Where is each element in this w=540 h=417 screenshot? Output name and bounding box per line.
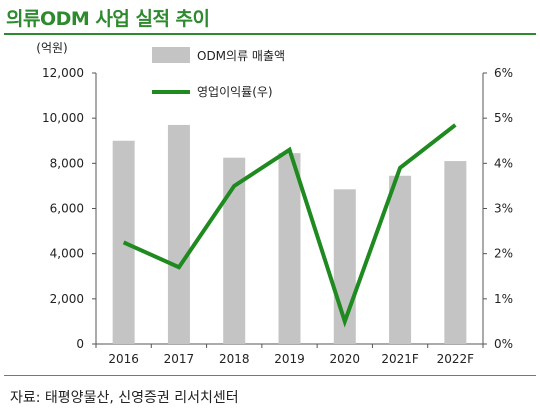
- legend-label-line: 영업이익률(우): [197, 85, 273, 99]
- x-tick-label: 2021F: [381, 352, 419, 366]
- source-note: 자료: 태평양물산, 신영증권 리서치센터: [10, 390, 239, 406]
- title-underline: [4, 33, 536, 35]
- chart-title: 의류ODM 사업 실적 추이: [6, 8, 210, 30]
- x-tick-label: 2022F: [437, 352, 475, 366]
- bar: [223, 157, 246, 344]
- x-tick-label: 2018: [219, 352, 250, 366]
- legend-label-bar: ODM의류 매출액: [197, 49, 285, 63]
- legend-swatch-bar: [152, 47, 190, 63]
- x-tick-label: 2016: [108, 352, 139, 366]
- x-tick-label: 2019: [274, 352, 305, 366]
- chart-svg: 0 2,000 4,000 6,000 8,000 10,000 12,000 0% 1% 2% 3…: [36, 41, 513, 366]
- series-line-operating-margin: [122, 123, 457, 328]
- left-tick-label: 6,000: [50, 202, 84, 216]
- left-tick-label: 10,000: [42, 111, 84, 125]
- source-divider: [4, 375, 536, 376]
- left-tick-label: 0: [76, 337, 84, 351]
- left-tick-label: 12,000: [42, 66, 84, 80]
- left-axis-unit: (억원): [36, 41, 67, 55]
- left-tick-label: 2,000: [50, 292, 84, 306]
- x-tick-label: 2017: [164, 352, 195, 366]
- right-tick-label: 0%: [494, 337, 513, 351]
- bar: [444, 161, 467, 344]
- left-tick-label: 4,000: [50, 247, 84, 261]
- x-tick-label: 2020: [330, 352, 361, 366]
- bar: [167, 124, 190, 344]
- right-tick-label: 1%: [494, 292, 513, 306]
- right-tick-label: 6%: [494, 66, 513, 80]
- bar: [112, 140, 135, 344]
- right-tick-label: 5%: [494, 111, 513, 125]
- right-tick-label: 3%: [494, 202, 513, 216]
- right-tick-label: 4%: [494, 156, 513, 170]
- right-tick-label: 2%: [494, 247, 513, 261]
- bar: [389, 175, 412, 344]
- bar: [278, 153, 301, 344]
- left-tick-label: 8,000: [50, 156, 84, 170]
